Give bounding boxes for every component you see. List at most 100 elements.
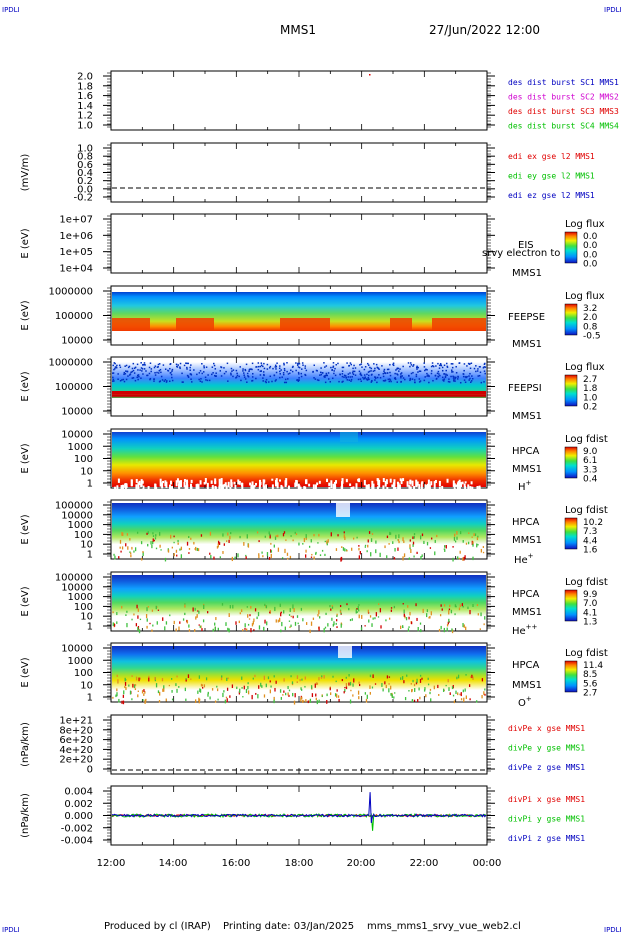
oplus-speckle bbox=[247, 685, 249, 690]
oplus-speckle bbox=[465, 695, 467, 700]
y-tick-label: 100000 bbox=[55, 382, 93, 393]
hplus-gap bbox=[196, 483, 199, 490]
y-tick-label: 0.000 bbox=[64, 811, 93, 822]
oplus-speckle bbox=[438, 694, 440, 696]
feepsi-speckle bbox=[140, 377, 142, 379]
feepsi-speckle bbox=[332, 362, 335, 364]
hplus-gap bbox=[333, 481, 336, 487]
oplus-speckle bbox=[412, 679, 414, 683]
feepsi-speckle bbox=[137, 378, 139, 381]
heplus-dropout bbox=[336, 503, 350, 517]
heplus-speckle bbox=[188, 552, 190, 554]
heplus-speckle bbox=[429, 547, 432, 549]
feepsi-speckle bbox=[113, 368, 115, 371]
feepsi-speckle bbox=[412, 371, 414, 374]
oplus-speckle bbox=[242, 696, 244, 698]
feepsi-speckle bbox=[453, 379, 455, 381]
heplusplus-speckle bbox=[309, 629, 311, 634]
heplusplus-speckle bbox=[325, 612, 327, 615]
oplus-speckle bbox=[481, 678, 484, 682]
feepsi-speckle bbox=[423, 362, 425, 364]
legend-entry: des dist burst SC3 MMS3 bbox=[508, 107, 619, 116]
feepsi-speckle bbox=[341, 381, 343, 383]
feepsi-speckle bbox=[392, 364, 395, 367]
heplusplus-speckle bbox=[264, 603, 266, 606]
feepsi-speckle bbox=[383, 380, 386, 382]
hplus-gap bbox=[478, 486, 481, 494]
feepsi-speckle bbox=[424, 369, 426, 372]
feepsi-speckle bbox=[350, 363, 353, 366]
oplus-speckle bbox=[270, 685, 272, 688]
feepsi-speckle bbox=[187, 362, 190, 365]
feepsi-speckle bbox=[370, 380, 373, 382]
heplus-speckle bbox=[434, 539, 436, 543]
heplusplus-speckle bbox=[333, 621, 335, 626]
oplus-speckle bbox=[307, 700, 309, 704]
heplusplus-speckle bbox=[229, 604, 231, 609]
oplus-speckle bbox=[410, 689, 413, 693]
feepsi-speckle bbox=[334, 367, 336, 370]
heplusplus-speckle bbox=[403, 613, 405, 617]
heplusplus-speckle bbox=[346, 603, 348, 606]
feepsi-speckle bbox=[351, 372, 354, 374]
y-tick-label: 1e+07 bbox=[59, 215, 93, 226]
feepsi-speckle bbox=[463, 379, 466, 381]
feepsi-speckle bbox=[325, 374, 328, 377]
y-tick-label: 10000 bbox=[61, 430, 93, 441]
y-tick-label: -0.002 bbox=[61, 823, 93, 834]
heplusplus-speckle bbox=[184, 604, 186, 608]
feepsi-speckle bbox=[286, 362, 288, 364]
heplusplus-speckle bbox=[227, 627, 229, 632]
oplus-speckle bbox=[199, 698, 201, 701]
feepsi-speckle bbox=[483, 370, 486, 372]
heplusplus-speckle bbox=[455, 605, 457, 608]
heplus-speckle bbox=[122, 532, 124, 536]
feepsi-speckle bbox=[304, 365, 307, 367]
heplus-speckle bbox=[129, 538, 131, 541]
feepsi-speckle bbox=[329, 381, 332, 383]
heplusplus-speckle bbox=[450, 609, 453, 614]
feepsi-speckle bbox=[171, 368, 174, 371]
heplusplus-speckle bbox=[340, 623, 342, 628]
hplus-gap bbox=[397, 482, 400, 489]
heplusplus-speckle bbox=[408, 626, 410, 628]
feepsi-speckle bbox=[251, 362, 254, 365]
heplusplus-speckle bbox=[202, 619, 205, 623]
heplus-speckle bbox=[468, 532, 470, 534]
colorbar-tick-label: 1.6 bbox=[583, 546, 598, 556]
heplusplus-speckle bbox=[484, 616, 486, 620]
heplusplus-speckle bbox=[465, 626, 467, 631]
feepsi-speckle bbox=[362, 376, 364, 379]
feepsi-speckle bbox=[341, 366, 344, 369]
oplus-speckle bbox=[261, 685, 263, 688]
feepsi-red-band bbox=[112, 391, 486, 394]
feepsi-speckle bbox=[274, 364, 277, 367]
feepsi-speckle bbox=[411, 378, 414, 380]
heplusplus-speckle bbox=[443, 627, 445, 633]
hplus-gap bbox=[415, 481, 418, 487]
oplus-speckle bbox=[400, 677, 402, 680]
colorbar bbox=[564, 303, 578, 336]
heplusplus-speckle bbox=[147, 606, 150, 608]
feepsi-speckle bbox=[410, 372, 413, 375]
hplus-gap bbox=[409, 479, 412, 484]
heplus-speckle bbox=[171, 546, 173, 549]
feepsi-speckle bbox=[230, 374, 232, 376]
hplus-instrument-label: HPCA bbox=[512, 446, 540, 457]
feepsi-speckle bbox=[435, 378, 438, 380]
heplusplus-speckle bbox=[377, 616, 380, 618]
heplus-speckle bbox=[472, 543, 474, 547]
heplusplus-speckle bbox=[407, 605, 409, 608]
heplusplus-speckle bbox=[116, 621, 118, 624]
hplus-gap bbox=[402, 478, 405, 482]
oplus-speckle bbox=[470, 676, 472, 678]
feepsi-speckle bbox=[223, 372, 226, 375]
feepsi-speckle bbox=[443, 364, 446, 367]
feepsi-speckle bbox=[453, 380, 455, 382]
feepsi-speckle bbox=[346, 362, 348, 364]
heplus-speckle bbox=[262, 555, 264, 558]
feepsi-speckle bbox=[143, 368, 146, 370]
heplusplus-speckle bbox=[258, 625, 261, 630]
